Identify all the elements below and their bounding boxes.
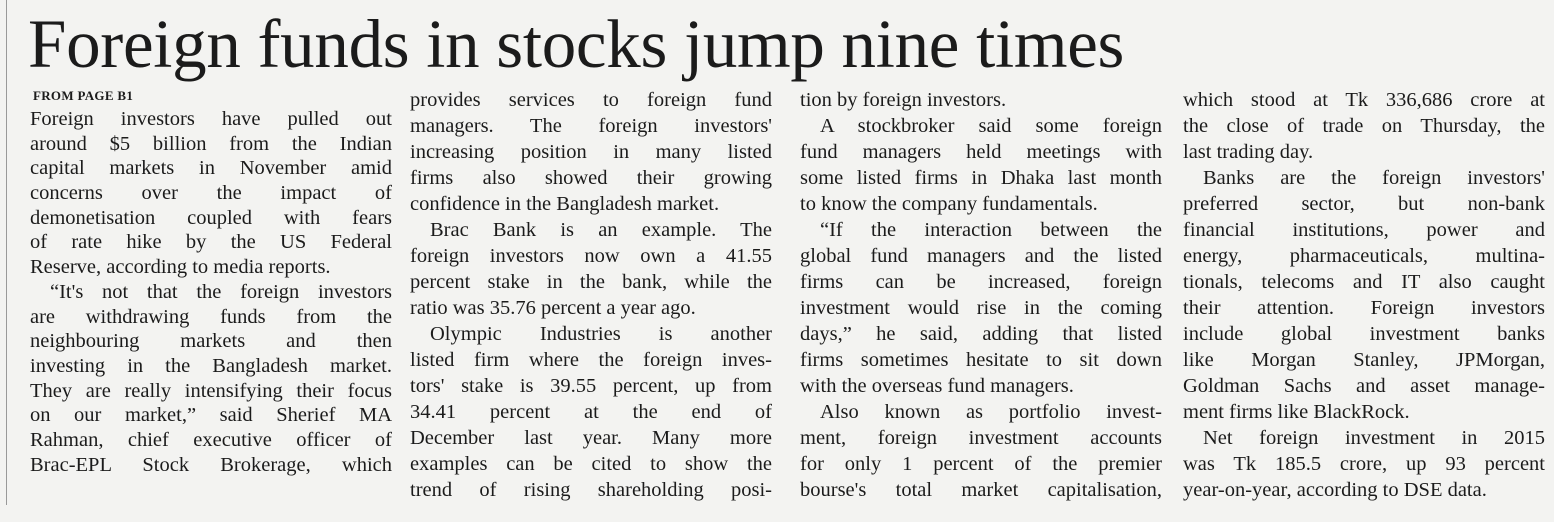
text-line: Reserve, according to media reports. — [30, 256, 331, 279]
text-line: financial institutions, power and — [1183, 219, 1545, 241]
text-line: tors' stake is 39.55 percent, up from — [410, 375, 772, 397]
text-line: ment, foreign investment accounts — [800, 427, 1162, 449]
text-line: global fund managers and the listed — [800, 245, 1162, 267]
text-line: They are really intensifying their focus — [30, 379, 392, 402]
text-line: year-on-year, according to DSE data. — [1183, 479, 1487, 501]
text-line: managers. The foreign investors' — [410, 115, 772, 137]
text-line: was Tk 185.5 crore, up 93 percent — [1183, 453, 1545, 475]
text-line: examples can be cited to show the — [410, 453, 772, 475]
text-line: fund managers held meetings with — [800, 141, 1162, 163]
text-line: days,” he said, adding that listed — [800, 323, 1162, 345]
headline: Foreign funds in stocks jump nine times — [28, 6, 1125, 82]
column: Foreign investors have pulled out around … — [30, 107, 392, 477]
text-line: 34.41 percent at the end of — [410, 401, 772, 423]
text-line: Brac Bank is an example. The — [430, 219, 772, 241]
text-line: Banks are the foreign investors' — [1203, 167, 1545, 189]
text-line: trend of rising shareholding posi- — [410, 479, 772, 501]
text-line: include global investment banks — [1183, 323, 1545, 345]
text-line: Net foreign investment in 2015 — [1203, 427, 1545, 449]
text-line: ratio was 35.76 percent a year ago. — [410, 297, 696, 319]
text-line: firms can be increased, foreign — [800, 271, 1162, 293]
text-line: Brac-EPL Stock Brokerage, which — [30, 453, 392, 476]
text-line: for only 1 percent of the premier — [800, 453, 1162, 475]
text-line: “It's not that the foreign investors — [50, 280, 392, 303]
text-line: tion by foreign investors. — [800, 89, 1007, 111]
column: tion by foreign investors. A stockbroker … — [800, 87, 1162, 503]
text-line: listed firm where the foreign inves- — [410, 349, 772, 371]
text-line: foreign investors now own a 41.55 — [410, 245, 772, 267]
text-line: around $5 billion from the Indian — [30, 132, 392, 155]
text-line: Goldman Sachs and asset manage- — [1183, 375, 1545, 397]
text-line: neighbouring markets and then — [30, 330, 392, 353]
text-line: of rate hike by the US Federal — [30, 231, 392, 254]
text-line: investment would rise in the coming — [800, 297, 1162, 319]
text-line: their attention. Foreign investors — [1183, 297, 1545, 319]
text-line: some listed firms in Dhaka last month — [800, 167, 1162, 189]
text-line: Rahman, chief executive officer of — [30, 428, 392, 451]
kicker: FROM PAGE B1 — [33, 88, 134, 103]
text-line: preferred sector, but non-bank — [1183, 193, 1545, 215]
text-line: Foreign investors have pulled out — [30, 108, 392, 130]
text-line: the close of trade on Thursday, the — [1183, 115, 1545, 137]
text-line: energy, pharmaceuticals, multina- — [1183, 245, 1545, 267]
text-line: “If the interaction between the — [820, 219, 1162, 241]
column: which stood at Tk 336,686 crore at the cl… — [1183, 87, 1545, 503]
text-line: capital markets in November amid — [30, 157, 392, 180]
text-line: December last year. Many more — [410, 427, 772, 449]
text-line: on our market,” said Sherief MA — [30, 404, 392, 427]
text-line: firms also showed their growing — [410, 167, 772, 189]
text-line: last trading day. — [1183, 141, 1314, 163]
text-line: like Morgan Stanley, JPMorgan, — [1183, 349, 1545, 371]
text-line: which stood at Tk 336,686 crore at — [1183, 89, 1545, 111]
text-line: bourse's total market capitalisation, — [800, 479, 1162, 501]
text-line: tionals, telecoms and IT also caught — [1183, 271, 1545, 293]
text-line: percent stake in the bank, while the — [410, 271, 772, 293]
text-line: firms sometimes hesitate to sit down — [800, 349, 1162, 371]
text-line: investing in the Bangladesh market. — [30, 354, 392, 377]
text-line: to know the company fundamentals. — [800, 193, 1098, 215]
text-line: increasing position in many listed — [410, 141, 772, 163]
text-line: Also known as portfolio invest- — [820, 401, 1162, 423]
text-line: A stockbroker said some foreign — [820, 115, 1162, 137]
column-rule — [6, 0, 7, 505]
text-line: confidence in the Bangladesh market. — [410, 193, 720, 215]
text-line: provides services to foreign fund — [410, 89, 772, 111]
text-line: concerns over the impact of — [30, 182, 392, 205]
text-line: with the overseas fund managers. — [800, 375, 1074, 397]
text-line: ment firms like BlackRock. — [1183, 401, 1410, 423]
column: provides services to foreign fund manager… — [410, 87, 772, 503]
text-line: Olympic Industries is another — [430, 323, 772, 345]
text-line: are withdrawing funds from the — [30, 305, 392, 328]
text-line: demonetisation coupled with fears — [30, 206, 392, 229]
